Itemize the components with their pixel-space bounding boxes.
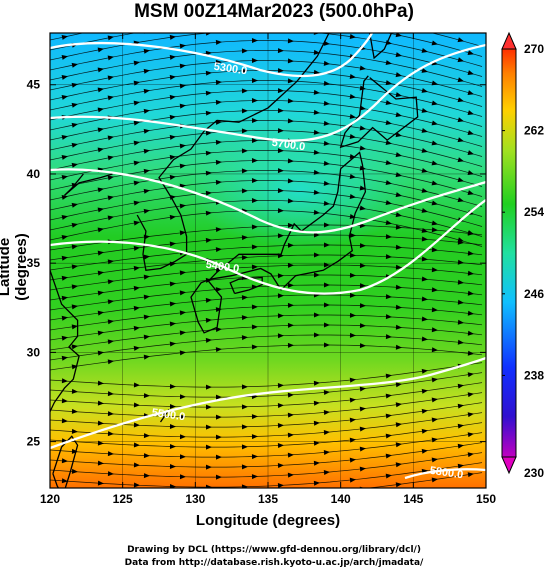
colorbar-bottom-arrow (501, 456, 517, 475)
colorbar-tick-label: 246 (524, 287, 544, 301)
y-tick-label: 30 (27, 345, 41, 359)
coastlines (50, 33, 419, 488)
axis-ticks: 120 125 130 135 140 145 150 25 30 35 40 45 (27, 33, 496, 506)
height-contours (50, 33, 486, 480)
x-tick-label: 140 (331, 492, 351, 506)
x-tick-label: 130 (185, 492, 205, 506)
contour-label: 5500.0 (151, 407, 186, 424)
contour-label: 5300.0 (213, 61, 248, 78)
x-tick-label: 125 (113, 492, 133, 506)
y-tick-label: 35 (27, 256, 41, 270)
x-tick-label: 150 (476, 492, 496, 506)
credit-data-source: Data from http://database.rish.kyoto-u.a… (124, 558, 424, 568)
contour-line (50, 33, 373, 78)
x-tick-label: 145 (403, 492, 423, 506)
contour-line (50, 199, 486, 295)
colorbar-tick-label: 238 (524, 368, 544, 382)
colorbar-tick-label: 230 (524, 466, 544, 480)
x-tick-label: 120 (40, 492, 60, 506)
colorbar-tick-label: 270 (524, 42, 544, 56)
y-tick-label: 40 (27, 167, 41, 181)
credit-dcl: Drawing by DCL (https://www.gfd-dennou.o… (127, 545, 421, 555)
x-tick-label: 135 (258, 492, 278, 506)
cyan-region (190, 130, 410, 250)
y-axis-label: Latitude (degrees) (0, 233, 30, 301)
contour-line (50, 43, 486, 142)
contour-line (50, 168, 486, 234)
y-tick-label: 25 (27, 435, 41, 449)
contour-line (50, 356, 486, 450)
colorbar-tick-label: 262 (524, 124, 544, 138)
contour-labels: 5300.0 5700.0 5400.0 5500.0 5800.0 (151, 61, 464, 482)
colorbar-body (501, 48, 517, 458)
wind-streamlines (50, 33, 483, 488)
contour-label: 5700.0 (271, 137, 306, 154)
contour-label: 5800.0 (429, 465, 464, 482)
x-axis-label: Longitude (degrees) (195, 512, 341, 529)
map-title: MSM 00Z14Mar2023 (500.0hPa) (134, 1, 414, 22)
contour-line (404, 468, 486, 480)
y-tick-label: 45 (27, 78, 41, 92)
contour-label: 5400.0 (205, 259, 240, 276)
colorbar: 230 238 246 254 262 270 (501, 31, 544, 480)
colorbar-tick-label: 254 (524, 205, 544, 219)
colorbar-top-arrow (501, 31, 517, 50)
